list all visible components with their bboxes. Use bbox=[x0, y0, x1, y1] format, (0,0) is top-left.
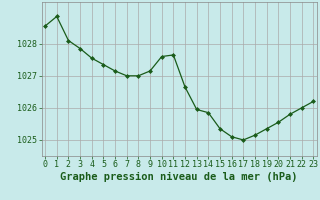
X-axis label: Graphe pression niveau de la mer (hPa): Graphe pression niveau de la mer (hPa) bbox=[60, 172, 298, 182]
